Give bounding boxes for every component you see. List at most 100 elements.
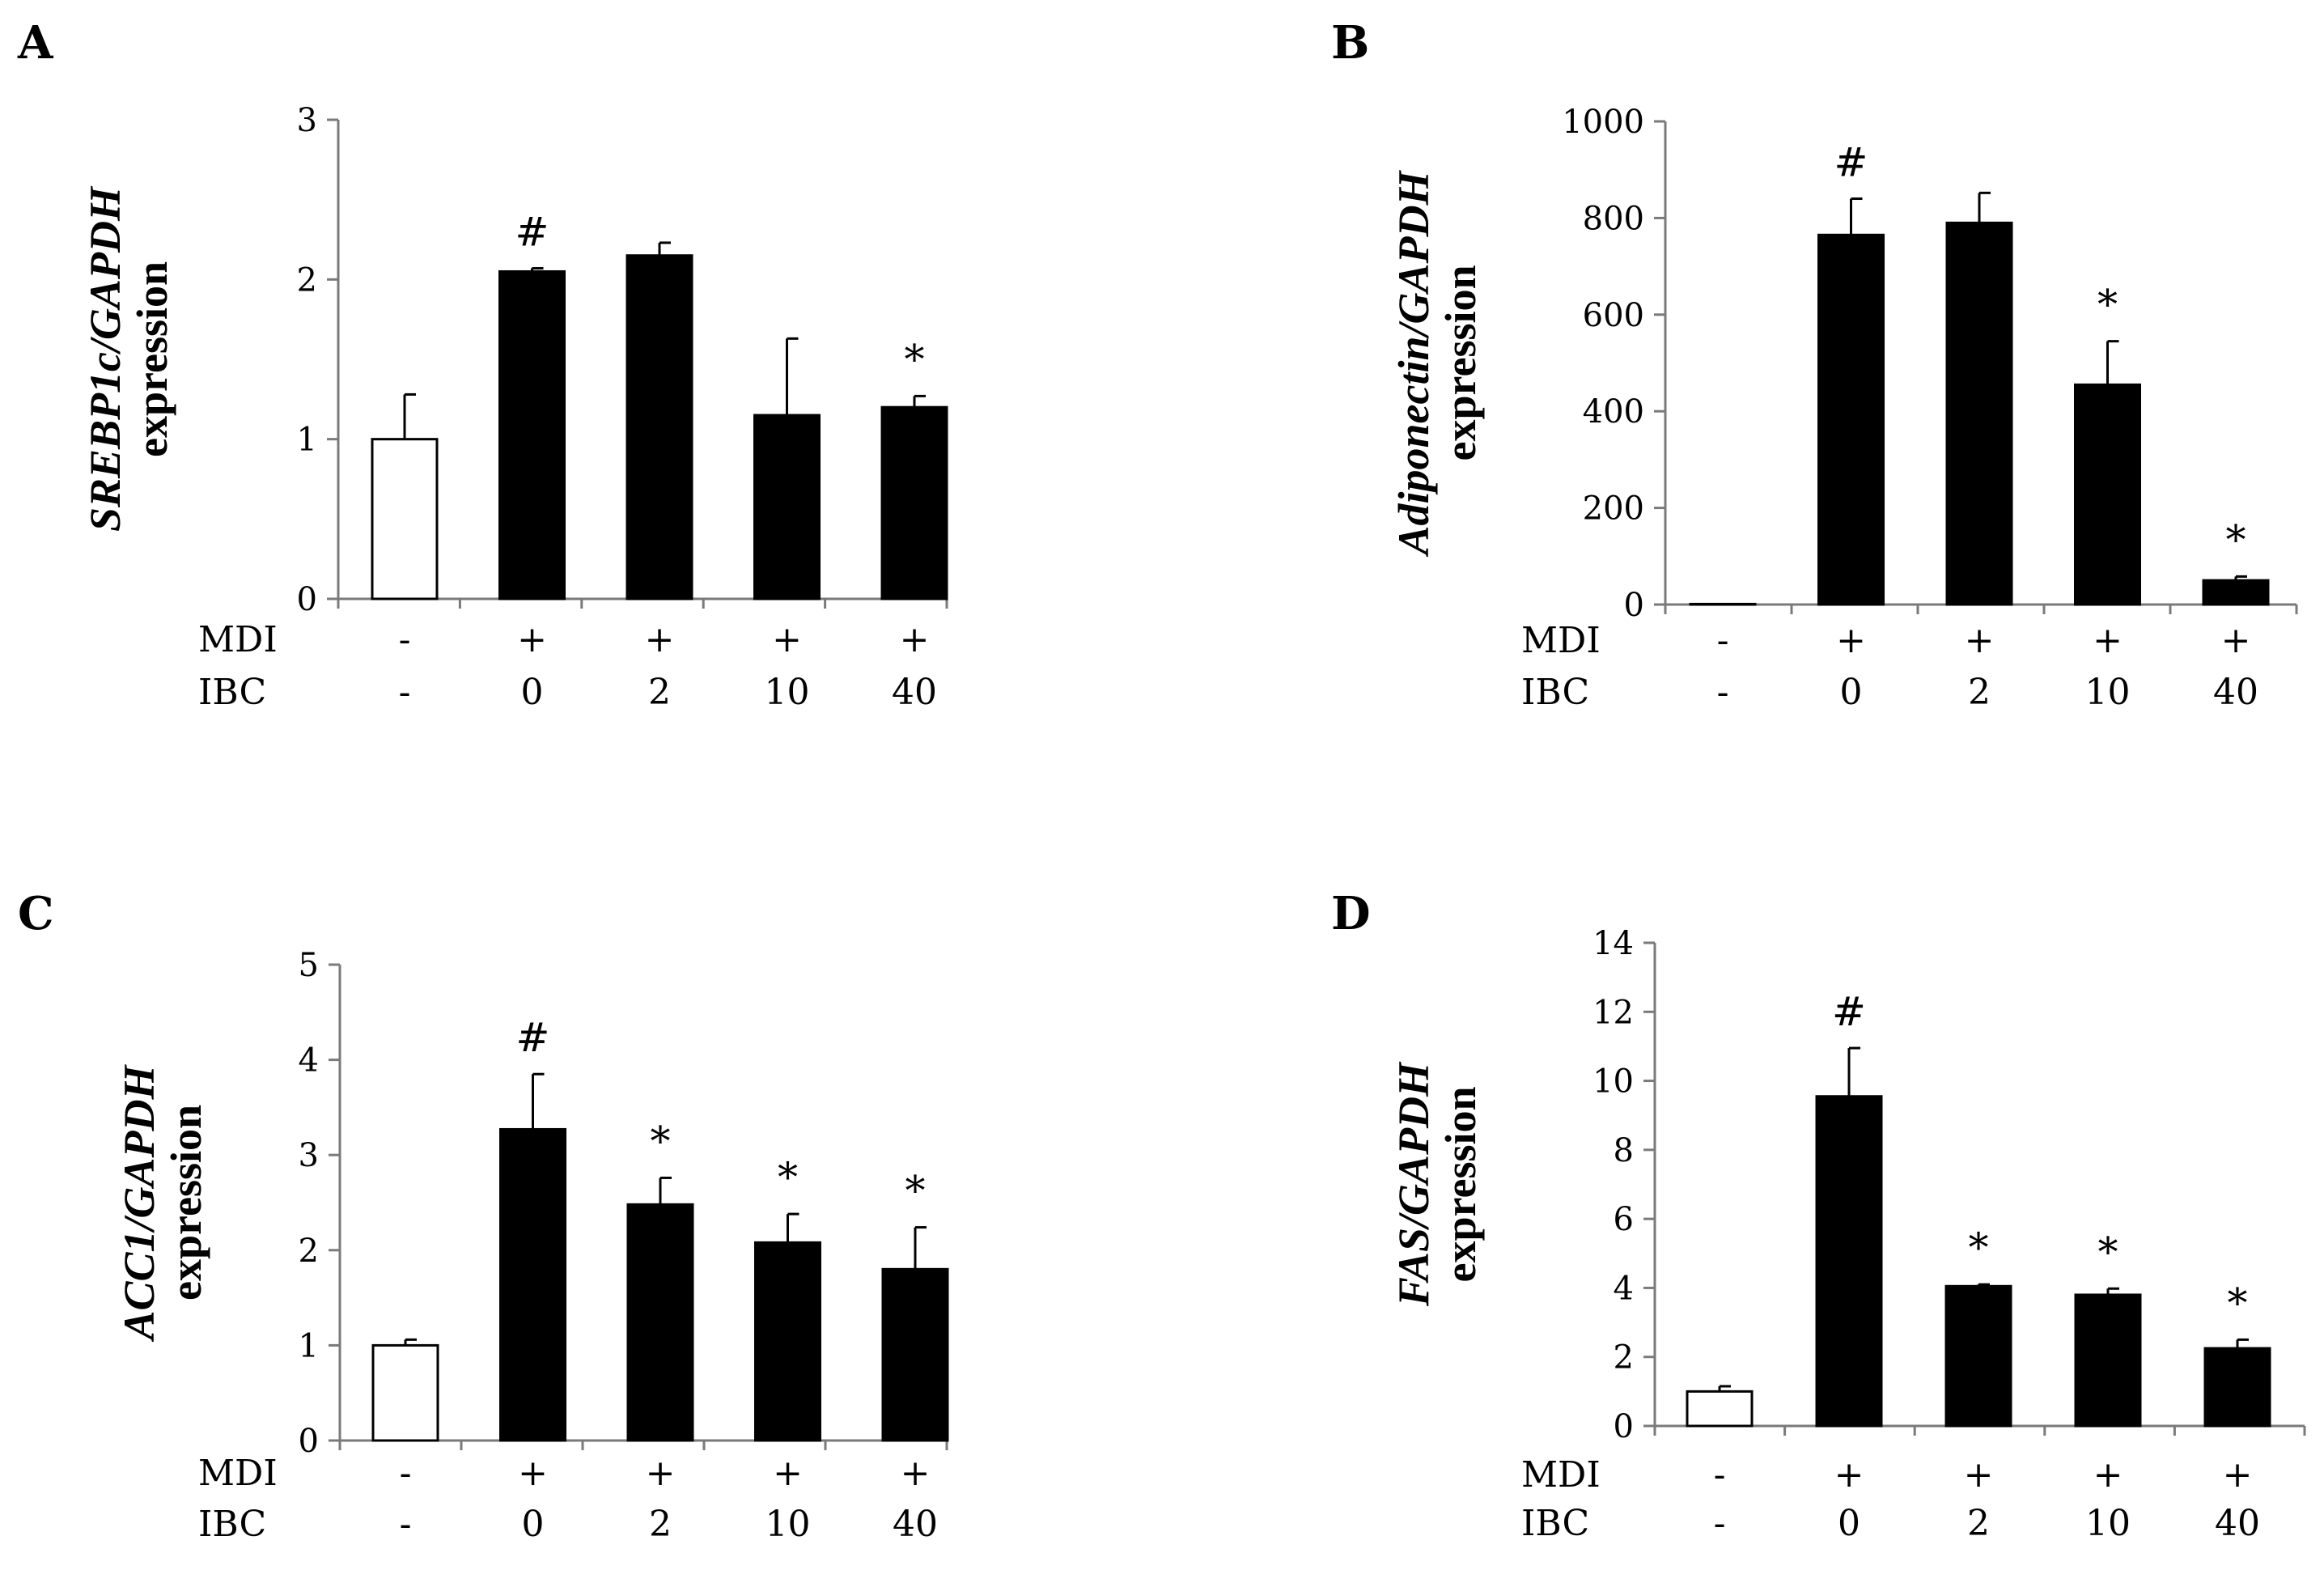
y-axis-label-expression: expression xyxy=(1436,265,1485,460)
y-tick-label: 0 xyxy=(1614,1408,1634,1445)
bar xyxy=(499,1127,566,1442)
bar xyxy=(1686,1390,1754,1428)
y-tick-label: 6 xyxy=(1614,1201,1634,1238)
panel-letter: C xyxy=(18,887,54,940)
y-tick-label: 5 xyxy=(299,947,319,984)
y-tick-label: 800 xyxy=(1583,200,1644,237)
significance-label: # xyxy=(516,1014,550,1061)
y-axis-label-gene: Adiponectin/GAPDH xyxy=(1389,169,1438,557)
y-tick-label: 2 xyxy=(299,1233,319,1270)
ibc-row-label: IBC xyxy=(1521,1503,1589,1544)
panel-d: D 0 2 4 6 8 10 12 14 - - # +0 * +2 * +10 * +40 MDI IBC FAS/GA… xyxy=(1331,887,2306,1544)
bar xyxy=(753,414,821,600)
y-tick-label: 2 xyxy=(297,261,317,299)
y-axis-label-expression: expression xyxy=(162,1105,210,1301)
y-tick-label: 4 xyxy=(1614,1270,1634,1307)
y-tick-label: 10 xyxy=(1592,1063,1634,1101)
panel-letter: D xyxy=(1331,887,1371,940)
mdi-row-label: MDI xyxy=(198,619,278,660)
mdi-value: - xyxy=(1714,1454,1726,1496)
mdi-value: - xyxy=(399,619,411,660)
y-tick-label: 200 xyxy=(1583,490,1644,528)
panel-a: A 0 1 2 3 - - # +0 +2 +10 * +40 MDI IBC SREBP1c/GAPDHex… xyxy=(17,16,948,713)
significance-label: * xyxy=(2228,1279,2248,1326)
bar xyxy=(1945,221,2013,606)
significance-label: * xyxy=(905,1168,926,1215)
significance-label: * xyxy=(1969,1224,1989,1271)
significance-label: * xyxy=(651,1118,671,1165)
ibc-value: - xyxy=(1717,672,1729,713)
y-tick-label: 14 xyxy=(1592,925,1634,962)
ibc-value: 0 xyxy=(1840,672,1863,713)
ibc-row-label: IBC xyxy=(1521,672,1589,713)
mdi-value: - xyxy=(1717,620,1729,661)
panel-b: B 0 200 400 600 800 1000 - - # +0 +2 * +10 * +40 MDI IBC A… xyxy=(1331,16,2298,713)
mdi-value: + xyxy=(900,619,930,660)
y-tick-label: 3 xyxy=(297,102,317,139)
bar xyxy=(371,1343,439,1442)
y-tick-label: 600 xyxy=(1583,297,1644,334)
mdi-value: + xyxy=(772,619,802,660)
bar xyxy=(754,1241,821,1442)
significance-label: # xyxy=(1832,988,1866,1035)
mdi-value: + xyxy=(517,619,547,660)
y-tick-label: 12 xyxy=(1592,994,1634,1031)
mdi-value: + xyxy=(901,1453,931,1494)
significance-label: * xyxy=(2226,516,2246,563)
panel-letter: B xyxy=(1331,16,1369,70)
bar xyxy=(626,254,693,600)
mdi-value: + xyxy=(1834,1454,1864,1496)
bar xyxy=(1815,1095,1883,1428)
panel-c: C 0 1 2 3 4 5 - - # +0 * +2 * +10 * +40 MDI IBC ACC1/GAPDHe… xyxy=(18,887,949,1545)
bar xyxy=(2203,1347,2271,1428)
y-tick-label: 8 xyxy=(1614,1132,1634,1169)
ibc-value: 0 xyxy=(521,672,544,713)
y-tick-label: 0 xyxy=(1624,587,1644,624)
mdi-value: + xyxy=(773,1453,803,1494)
significance-label: # xyxy=(515,209,549,256)
ibc-row-label: IBC xyxy=(198,672,266,713)
ibc-row-label: IBC xyxy=(198,1504,266,1545)
y-axis-label-expression: expression xyxy=(1436,1086,1485,1282)
bar xyxy=(1817,233,1885,606)
bar xyxy=(2202,579,2270,606)
bar xyxy=(881,1267,949,1442)
mdi-value: + xyxy=(2223,1454,2253,1496)
bar xyxy=(626,1203,694,1442)
ibc-value: 2 xyxy=(1968,672,1991,713)
y-tick-label: 3 xyxy=(299,1137,319,1174)
y-tick-label: 1 xyxy=(297,422,317,459)
ibc-value: 0 xyxy=(522,1504,545,1545)
mdi-row-label: MDI xyxy=(1521,620,1601,661)
y-tick-label: 2 xyxy=(1614,1339,1634,1377)
y-axis-label-gene: FAS/GAPDH xyxy=(1389,1061,1438,1307)
mdi-value: + xyxy=(518,1453,548,1494)
ibc-value: 10 xyxy=(2085,1503,2131,1544)
bar xyxy=(371,438,439,600)
significance-label: * xyxy=(778,1154,798,1201)
mdi-row-label: MDI xyxy=(1521,1454,1601,1496)
significance-label: * xyxy=(905,336,925,383)
mdi-value: + xyxy=(645,619,675,660)
y-tick-label: 0 xyxy=(297,581,317,618)
mdi-value: + xyxy=(1965,620,1995,661)
y-tick-label: 400 xyxy=(1583,393,1644,431)
mdi-value: + xyxy=(2093,1454,2123,1496)
y-tick-label: 1000 xyxy=(1562,104,1644,141)
bar xyxy=(880,405,948,600)
bar xyxy=(2074,383,2141,606)
bar xyxy=(498,269,566,600)
bar xyxy=(1944,1284,2012,1428)
significance-label: * xyxy=(2097,282,2118,329)
mdi-value: + xyxy=(2221,620,2251,661)
ibc-value: 10 xyxy=(765,672,810,713)
mdi-value: + xyxy=(2093,620,2123,661)
mdi-value: + xyxy=(1964,1454,1994,1496)
ibc-value: 40 xyxy=(893,1504,938,1545)
ibc-value: 2 xyxy=(648,672,671,713)
